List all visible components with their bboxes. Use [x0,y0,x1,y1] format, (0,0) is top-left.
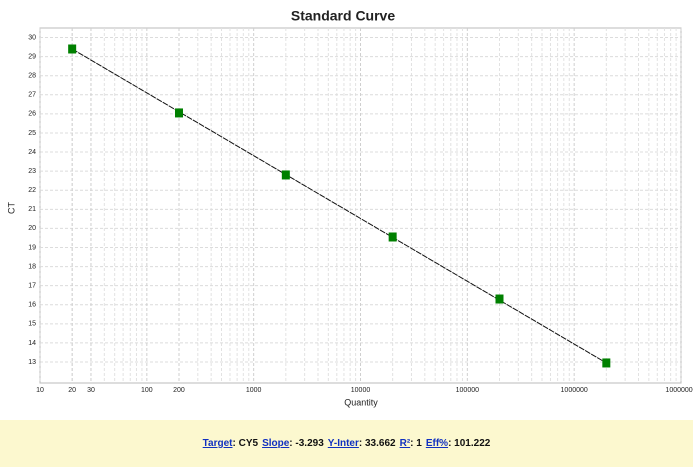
footer-item: R²1 [400,438,422,449]
x-tick-label: 10000000 [665,387,693,394]
footer-item: Slope-3.293 [262,438,324,449]
x-tick-label: 100 [141,387,153,394]
footer-item: Eff%101.222 [426,438,491,449]
y-tick-label: 24 [28,149,36,156]
y-tick-label: 13 [28,359,36,366]
footer-link[interactable]: Y-Inter [327,438,359,449]
x-tick-label: 1000000 [561,387,588,394]
y-tick-label: 14 [28,340,36,347]
footer-link[interactable]: Slope [262,438,290,449]
x-tick-label: 20 [68,387,76,394]
footer-value: -3.293 [289,438,323,449]
x-tick-label: 10 [36,387,44,394]
point [68,44,77,54]
y-axis-label: CT [6,202,16,214]
y-tick-label: 30 [28,34,36,41]
point [602,358,611,368]
y-tick-label: 21 [28,206,36,213]
y-tick-label: 22 [28,187,36,194]
x-tick-label: 10000 [351,387,371,394]
y-tick-label: 17 [28,283,36,290]
footer: TargetCY5Slope-3.293Y-Inter33.662R²1Eff%… [0,420,693,467]
y-tick-label: 28 [28,73,36,80]
y-tick-label: 27 [28,92,36,99]
point [388,232,397,242]
footer-link[interactable]: R² [399,438,411,449]
point [174,108,183,118]
y-tick-label: 18 [28,263,36,270]
footer-item: TargetCY5 [203,438,258,449]
y-tick-label: 25 [28,130,36,137]
chart-title: Standard Curve [291,8,395,24]
point [281,170,290,180]
y-tick-label: 16 [28,302,36,309]
y-tick-label: 19 [28,244,36,251]
y-tick-label: 20 [28,225,36,232]
y-tick-label: 26 [28,111,36,118]
x-tick-label: 30 [87,387,95,394]
point [495,294,504,304]
footer-value: 1 [410,438,422,449]
x-tick-label: 1000 [246,387,262,394]
y-tick-label: 15 [28,321,36,328]
fit-line [71,48,607,364]
chart: Standard Curve Quantity CT 13 14 15 16 17 18 1… [6,8,693,408]
footer-link[interactable]: Target [202,438,233,449]
y-tick-label: 29 [28,53,36,60]
footer-value: CY5 [233,438,259,449]
x-axis-label: Quantity [344,397,378,407]
footer-link[interactable]: Eff% [425,438,449,449]
y-tick-label: 23 [28,168,36,175]
footer-value: 101.222 [448,438,490,449]
footer-value: 33.662 [359,438,396,449]
x-tick-label: 200 [173,387,185,394]
footer-item: Y-Inter33.662 [328,438,396,449]
x-tick-label: 100000 [456,387,479,394]
